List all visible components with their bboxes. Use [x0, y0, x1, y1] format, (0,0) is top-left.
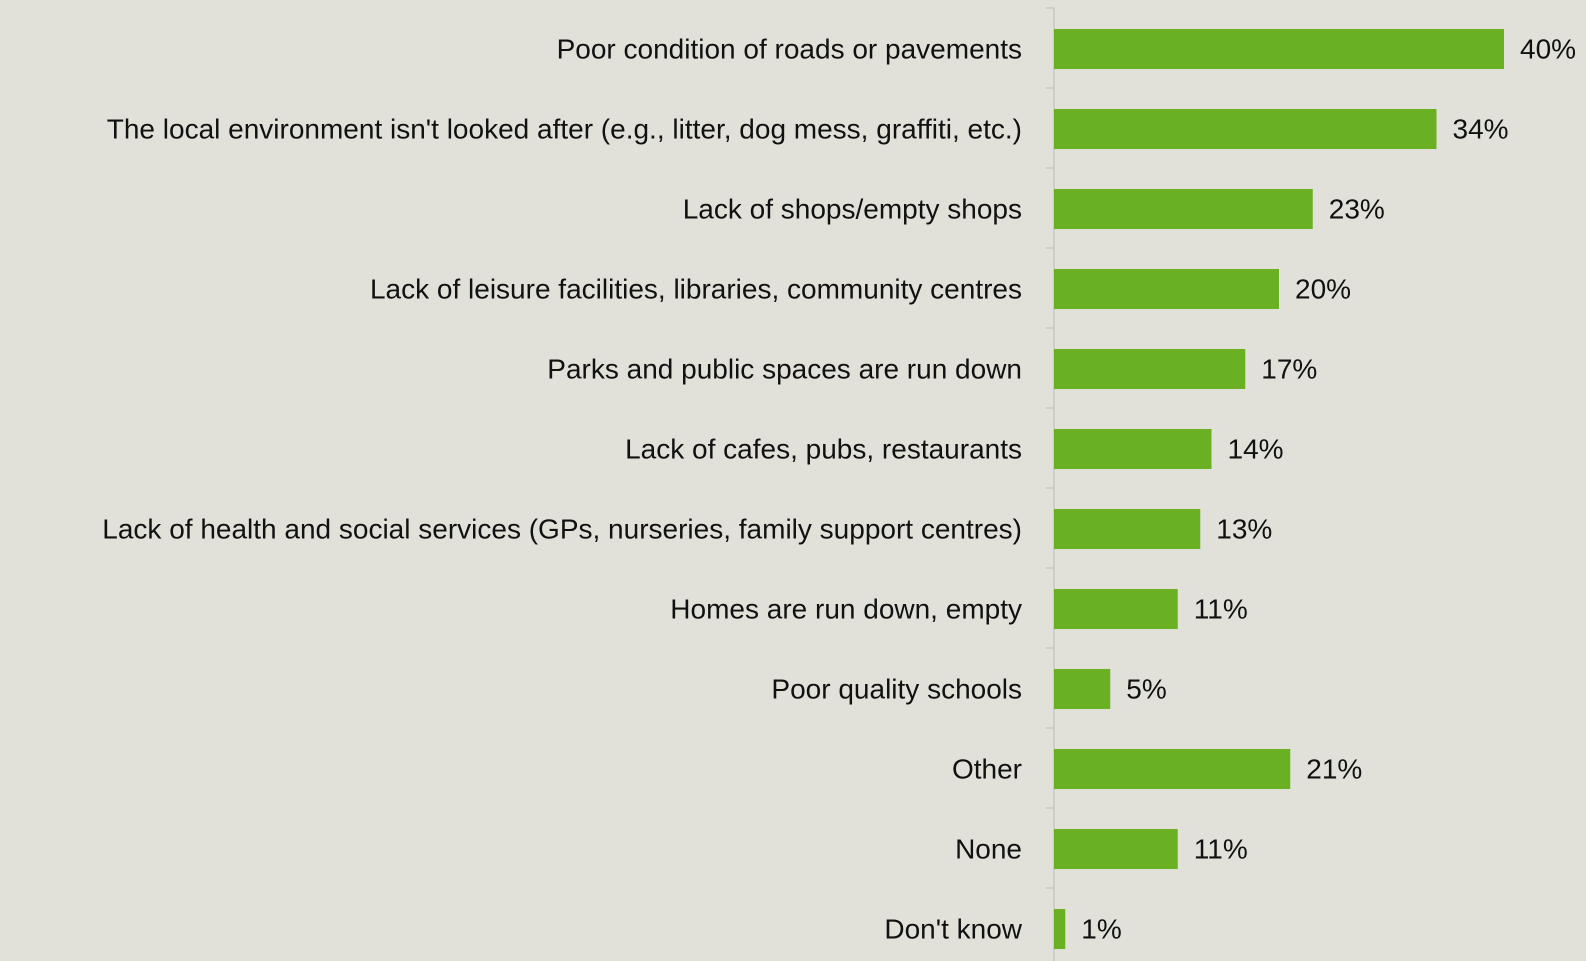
- bar: [1054, 349, 1246, 389]
- value-label: 17%: [1261, 354, 1317, 385]
- value-label: 11%: [1194, 594, 1248, 625]
- value-label: 34%: [1453, 114, 1509, 145]
- bar: [1054, 189, 1313, 229]
- bar: [1054, 29, 1504, 69]
- value-label: 20%: [1295, 274, 1351, 305]
- category-label: Lack of health and social services (GPs,…: [102, 514, 1022, 545]
- bar: [1054, 829, 1178, 869]
- category-label: Other: [952, 754, 1022, 785]
- bar: [1054, 589, 1178, 629]
- value-label: 5%: [1126, 674, 1166, 705]
- bar: [1054, 909, 1066, 949]
- category-label: Lack of cafes, pubs, restaurants: [625, 434, 1022, 465]
- bar: [1054, 749, 1291, 789]
- value-label: 1%: [1081, 914, 1121, 945]
- value-label: 13%: [1216, 514, 1272, 545]
- value-labels-group: 40% 34% 23% 20% 17% 14% 13% 11% 5% 21% 11% 1%: [1081, 34, 1576, 945]
- bar: [1054, 669, 1111, 709]
- value-label: 11%: [1194, 834, 1248, 865]
- value-label: 14%: [1228, 434, 1284, 465]
- value-label: 23%: [1329, 194, 1385, 225]
- category-label: Parks and public spaces are run down: [547, 354, 1022, 385]
- bars-group: [1054, 29, 1504, 949]
- bar: [1054, 269, 1279, 309]
- category-label: Lack of shops/empty shops: [683, 194, 1022, 225]
- axis-ticks: [1046, 7, 1054, 889]
- category-label: Poor quality schools: [771, 674, 1022, 705]
- bar: [1054, 429, 1212, 469]
- category-label: The local environment isn't looked after…: [107, 114, 1022, 145]
- category-label: Don't know: [884, 914, 1022, 945]
- category-labels-group: Poor condition of roads or pavements The …: [102, 34, 1023, 945]
- value-label: 21%: [1306, 754, 1362, 785]
- bar: [1054, 109, 1437, 149]
- category-label: None: [955, 834, 1022, 865]
- category-label: Poor condition of roads or pavements: [557, 34, 1022, 65]
- bar: [1054, 509, 1201, 549]
- category-label: Homes are run down, empty: [670, 594, 1022, 625]
- category-label: Lack of leisure facilities, libraries, c…: [370, 274, 1022, 305]
- value-label: 40%: [1520, 34, 1576, 65]
